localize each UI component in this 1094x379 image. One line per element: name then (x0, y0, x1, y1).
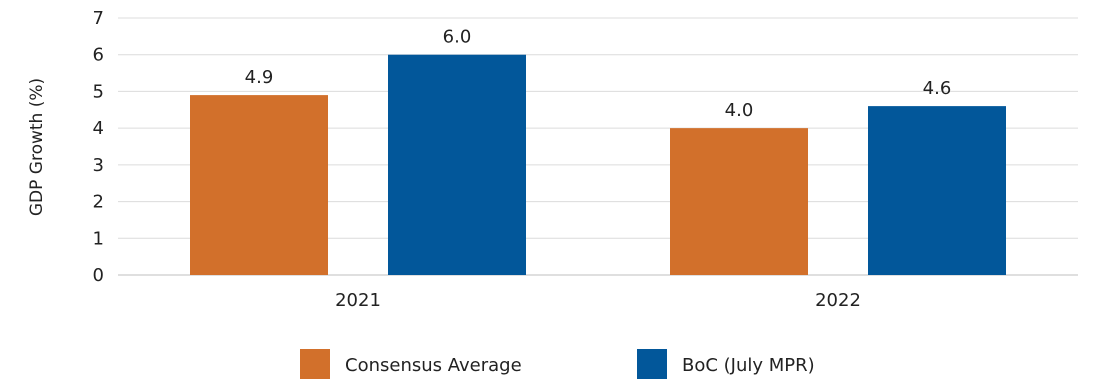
y-tick-label: 2 (93, 192, 104, 213)
y-tick-label: 3 (93, 155, 104, 176)
y-tick-label: 6 (93, 45, 104, 66)
y-tick-label: 0 (93, 265, 104, 286)
legend-boc-july-mpr: BoC (July MPR) (637, 349, 815, 379)
data-label: 4.9 (245, 67, 274, 88)
data-label: 6.0 (443, 27, 472, 48)
y-tick-label: 7 (93, 8, 104, 29)
y-tick-label: 5 (93, 81, 104, 102)
legend-swatch (637, 349, 667, 379)
y-tick-label: 1 (93, 228, 104, 249)
x-tick-label: 2022 (815, 290, 861, 311)
y-axis-title: GDP Growth (%) (27, 78, 47, 216)
legend: Consensus Average BoC (July MPR) (300, 349, 815, 379)
x-axis-ticks: 2021 2022 (335, 290, 861, 311)
data-label: 4.0 (725, 100, 754, 121)
bar-boc-july-mpr-2022 (868, 106, 1006, 275)
legend-label: Consensus Average (345, 355, 522, 376)
bar-boc-july-mpr-2021 (388, 54, 526, 275)
y-tick-label: 4 (93, 118, 104, 139)
bar-consensus-average-2022 (670, 128, 808, 275)
legend-label: BoC (July MPR) (682, 355, 815, 376)
legend-swatch (300, 349, 330, 379)
bars: 4.9 6.0 4.0 4.6 (190, 27, 1006, 275)
legend-consensus-average: Consensus Average (300, 349, 522, 379)
x-tick-label: 2021 (335, 290, 381, 311)
data-label: 4.6 (923, 78, 952, 99)
bar-consensus-average-2021 (190, 95, 328, 275)
y-axis-ticks: 0 1 2 3 4 5 6 7 (93, 8, 104, 286)
